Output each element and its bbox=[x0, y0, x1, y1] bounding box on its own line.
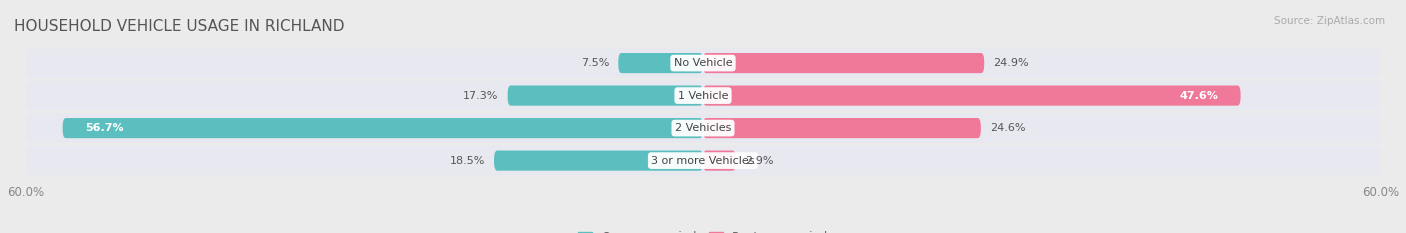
FancyBboxPatch shape bbox=[25, 48, 1381, 78]
Legend: Owner-occupied, Renter-occupied: Owner-occupied, Renter-occupied bbox=[572, 226, 834, 233]
Text: HOUSEHOLD VEHICLE USAGE IN RICHLAND: HOUSEHOLD VEHICLE USAGE IN RICHLAND bbox=[14, 19, 344, 34]
FancyBboxPatch shape bbox=[508, 86, 703, 106]
Text: 3 or more Vehicles: 3 or more Vehicles bbox=[651, 156, 755, 166]
FancyBboxPatch shape bbox=[25, 81, 1381, 110]
FancyBboxPatch shape bbox=[703, 86, 1240, 106]
FancyBboxPatch shape bbox=[619, 53, 703, 73]
FancyBboxPatch shape bbox=[703, 151, 735, 171]
FancyBboxPatch shape bbox=[703, 118, 981, 138]
FancyBboxPatch shape bbox=[25, 146, 1381, 175]
FancyBboxPatch shape bbox=[703, 53, 984, 73]
Text: 2.9%: 2.9% bbox=[745, 156, 773, 166]
FancyBboxPatch shape bbox=[63, 118, 703, 138]
FancyBboxPatch shape bbox=[25, 113, 1381, 143]
Text: Source: ZipAtlas.com: Source: ZipAtlas.com bbox=[1274, 16, 1385, 26]
Text: 18.5%: 18.5% bbox=[450, 156, 485, 166]
Text: 24.9%: 24.9% bbox=[993, 58, 1029, 68]
Text: 1 Vehicle: 1 Vehicle bbox=[678, 91, 728, 101]
FancyBboxPatch shape bbox=[494, 151, 703, 171]
Text: 17.3%: 17.3% bbox=[463, 91, 499, 101]
Text: 2 Vehicles: 2 Vehicles bbox=[675, 123, 731, 133]
Text: No Vehicle: No Vehicle bbox=[673, 58, 733, 68]
Text: 47.6%: 47.6% bbox=[1180, 91, 1218, 101]
Text: 24.6%: 24.6% bbox=[990, 123, 1025, 133]
Text: 56.7%: 56.7% bbox=[86, 123, 124, 133]
Text: 7.5%: 7.5% bbox=[581, 58, 609, 68]
